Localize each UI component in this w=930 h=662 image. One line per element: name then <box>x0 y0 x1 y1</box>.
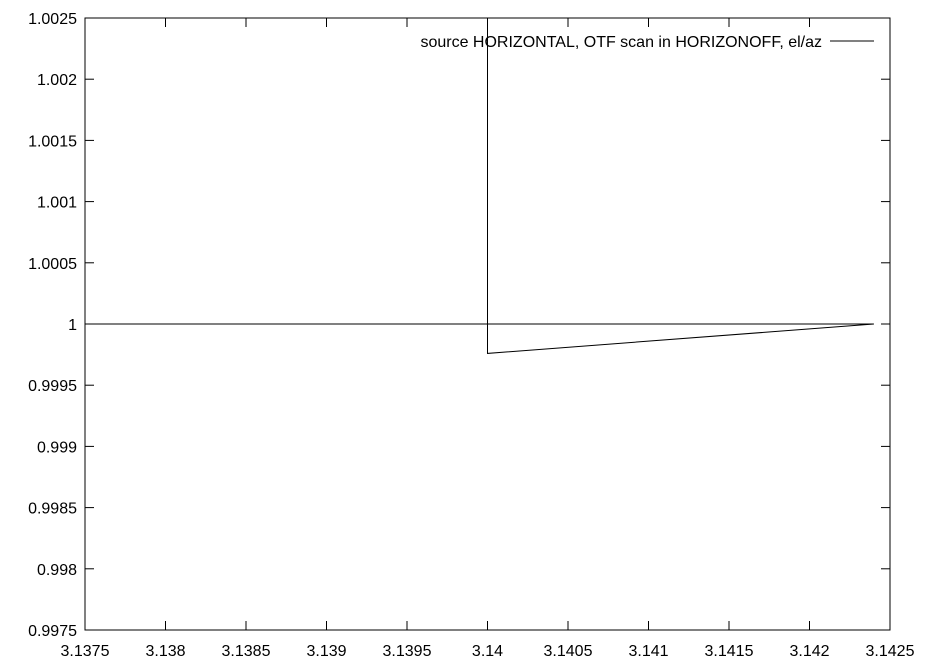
legend-label: source HORIZONTAL, OTF scan in HORIZONOF… <box>420 34 822 51</box>
x-tick-label: 3.138 <box>145 643 185 660</box>
axis-ticks: 3.1375 3.138 3.1385 3.139 3.1395 3.14 3.1405 3.… <box>28 11 915 660</box>
series-layer <box>85 18 874 354</box>
y-tick-label: 1.001 <box>37 195 77 212</box>
series-line-0 <box>85 18 874 354</box>
y-tick-label: 1.002 <box>37 72 77 89</box>
x-tick-label: 3.1415 <box>705 643 754 660</box>
x-tick-label: 3.1375 <box>61 643 110 660</box>
x-tick-label: 3.1405 <box>544 643 593 660</box>
x-tick-label: 3.1425 <box>866 643 915 660</box>
x-tick-label: 3.139 <box>306 643 346 660</box>
y-tick-label: 1.0025 <box>28 11 77 28</box>
y-tick-label: 1.0005 <box>28 256 77 273</box>
x-tick-label: 3.142 <box>789 643 829 660</box>
y-tick-label: 0.9975 <box>28 623 77 640</box>
legend: source HORIZONTAL, OTF scan in HORIZONOF… <box>420 34 874 51</box>
x-tick-label: 3.1385 <box>222 643 271 660</box>
y-tick-label: 1 <box>68 317 77 334</box>
y-tick-label: 0.9985 <box>28 501 77 518</box>
y-tick-label: 1.0015 <box>28 133 77 150</box>
y-tick-label: 0.998 <box>37 562 77 579</box>
x-tick-label: 3.1395 <box>383 643 432 660</box>
x-tick-label: 3.14 <box>472 643 503 660</box>
x-tick-label: 3.141 <box>628 643 668 660</box>
y-tick-label: 0.9995 <box>28 378 77 395</box>
y-tick-label: 0.999 <box>37 439 77 456</box>
